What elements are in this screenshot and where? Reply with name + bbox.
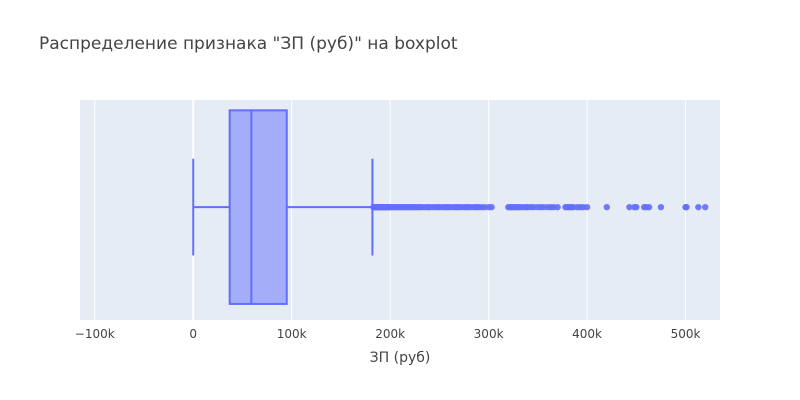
outlier-point [554,203,561,211]
outlier-point [603,203,610,211]
outlier-point [633,203,640,211]
x-axis-title: ЗП (руб) [370,350,431,366]
outlier-point [626,203,633,211]
box-trace[interactable] [192,109,374,305]
x-tick-label: 100k [277,327,307,341]
outlier-point [702,203,709,211]
x-tick-label: 400k [572,327,602,341]
outlier-points[interactable] [370,203,709,211]
outlier-point [695,203,702,211]
x-tick-label: 300k [474,327,504,341]
x-tick-label: 0 [189,327,197,341]
outlier-point [645,203,653,211]
x-tick-label: 200k [375,327,405,341]
x-tick-label: −100k [75,327,115,341]
outlier-point [657,203,665,211]
chart-title: Распределение признака "ЗП (руб)" на box… [39,34,458,54]
x-tick-label: 500k [671,327,701,341]
outlier-point [488,203,495,211]
outlier-point [683,203,690,211]
x-axis-ticks: −100k 0 100k 200k 300k 400k 500k [75,327,701,341]
outlier-point [583,203,591,211]
box-iqr [228,109,288,305]
